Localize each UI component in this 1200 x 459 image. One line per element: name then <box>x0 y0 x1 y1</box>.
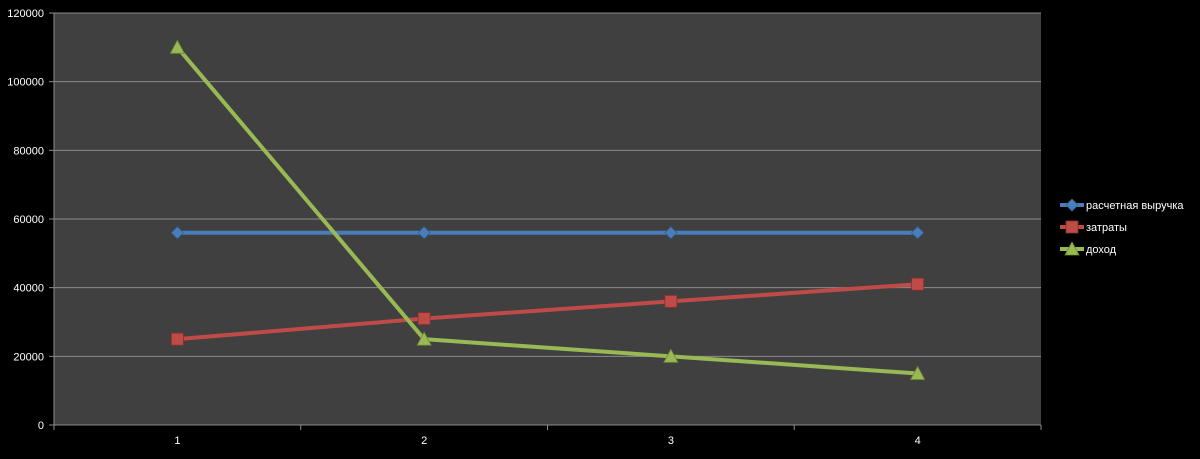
data-point-marker <box>664 294 678 308</box>
data-point-marker <box>170 332 184 346</box>
series-2 <box>170 277 925 346</box>
y-tick-label: 120000 <box>7 8 44 20</box>
legend-label: доход <box>1086 244 1117 256</box>
x-tick-label: 2 <box>421 435 427 447</box>
data-point-marker <box>664 226 678 240</box>
x-tick-label: 1 <box>174 435 180 447</box>
x-tick-label: 3 <box>668 435 674 447</box>
y-tick-label: 20000 <box>13 351 44 363</box>
data-point-marker <box>663 348 679 363</box>
legend-entry: доход <box>1060 241 1117 256</box>
data-point-marker <box>417 226 431 240</box>
data-point-marker <box>170 226 184 240</box>
series-3 <box>169 39 926 380</box>
data-point-marker <box>416 331 432 346</box>
legend-entry: расчетная выручка <box>1060 198 1184 212</box>
series-line <box>175 282 920 342</box>
data-point-marker <box>911 277 925 291</box>
legend-marker <box>1065 220 1079 234</box>
y-tick-label: 100000 <box>7 77 44 89</box>
y-tick-label: 40000 <box>13 283 44 295</box>
series-lines <box>169 39 926 380</box>
y-tick-label: 80000 <box>13 145 44 157</box>
axes: 0 20000 40000 60000 80000 100000 120000 1 2 3 4 <box>7 8 1042 447</box>
legend-marker <box>1065 198 1079 212</box>
y-tick-label: 0 <box>38 420 44 432</box>
x-tick-label: 4 <box>915 435 921 447</box>
series-1 <box>170 226 925 240</box>
data-point-marker <box>911 226 925 240</box>
series-line <box>175 45 920 376</box>
legend-entry: затраты <box>1060 220 1127 234</box>
data-point-marker <box>417 312 431 325</box>
gridlines <box>54 12 1041 357</box>
legend-label: расчетная выручка <box>1086 200 1184 212</box>
data-point-marker <box>909 365 926 380</box>
legend-marker <box>1064 241 1080 256</box>
data-point-marker <box>169 39 186 54</box>
y-tick-label: 60000 <box>13 214 44 226</box>
legend: расчетная выручка затраты доход <box>1060 198 1184 256</box>
legend-label: затраты <box>1086 222 1127 234</box>
